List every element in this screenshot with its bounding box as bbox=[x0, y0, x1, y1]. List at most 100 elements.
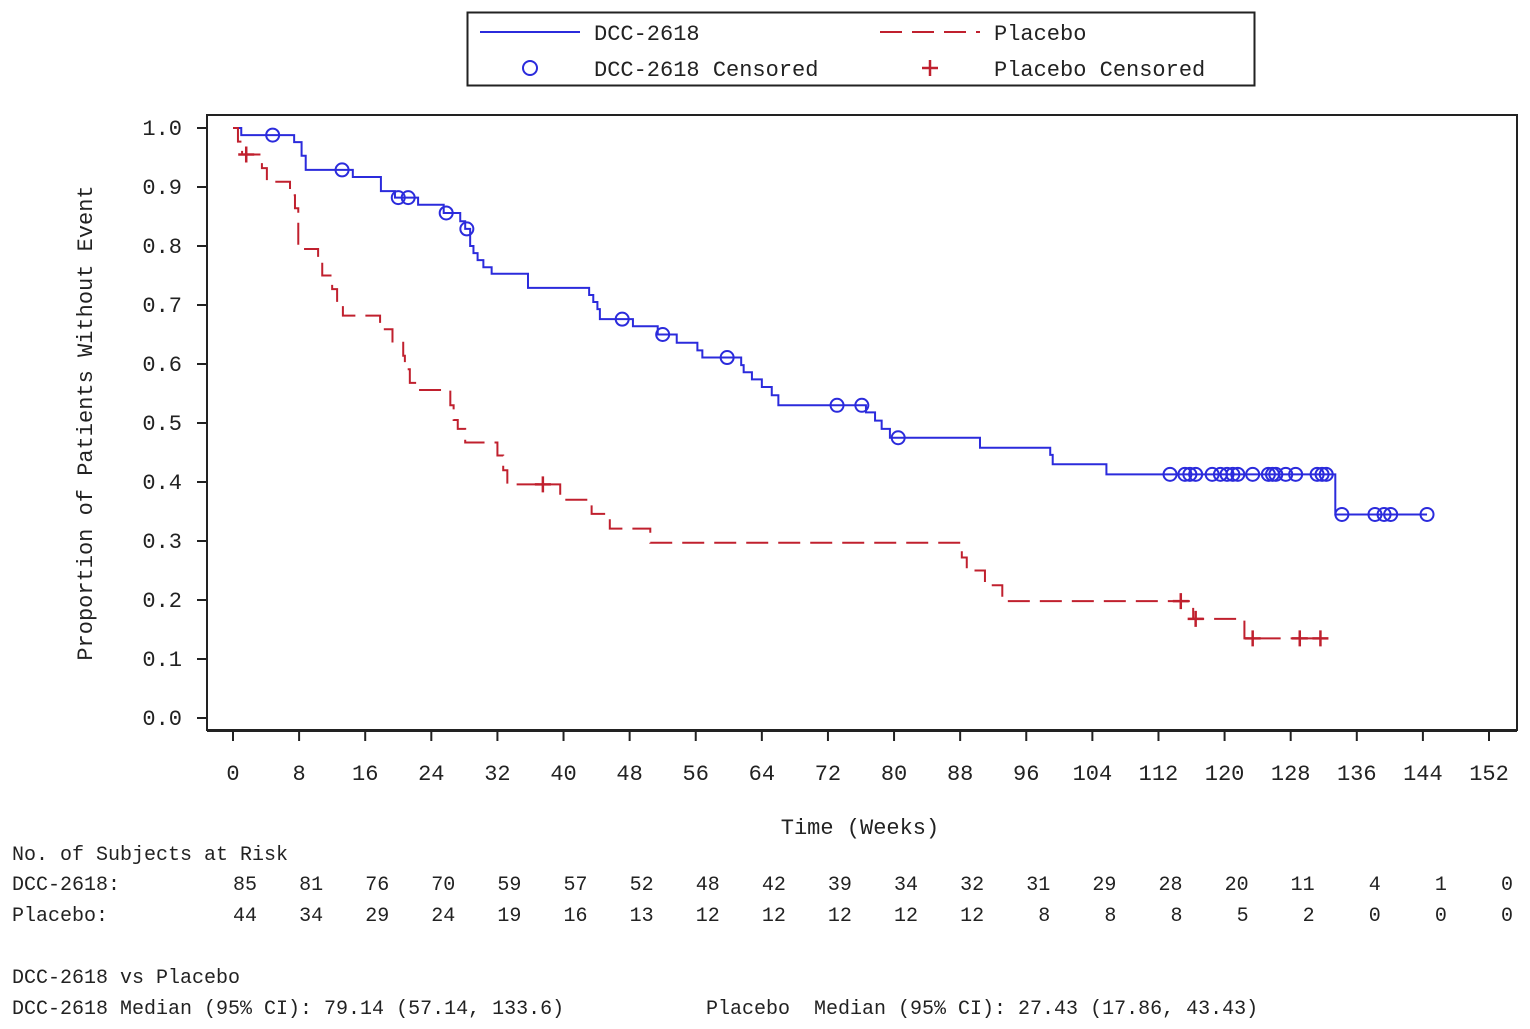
at-risk-value: 70 bbox=[431, 874, 455, 897]
placebo-censor-marker bbox=[1172, 593, 1189, 610]
dcc-2618-censor-marker bbox=[1376, 506, 1392, 522]
y-tick-label: 0.6 bbox=[142, 353, 182, 378]
y-tick-label: 0.5 bbox=[142, 412, 182, 437]
dcc-2618-censor-marker bbox=[1318, 466, 1334, 482]
dcc-2618-censor-marker bbox=[459, 221, 475, 237]
at-risk-value: 11 bbox=[1291, 874, 1315, 897]
at-risk-value: 0 bbox=[1501, 905, 1513, 928]
x-tick-label: 56 bbox=[683, 762, 709, 787]
x-tick-label: 136 bbox=[1337, 762, 1377, 787]
at-risk-value: 28 bbox=[1158, 874, 1182, 897]
y-tick-label: 0.3 bbox=[142, 530, 182, 555]
placebo-median-text: Placebo Median (95% CI): 27.43 (17.86, 4… bbox=[706, 998, 1258, 1021]
placebo-censor-marker bbox=[1312, 630, 1329, 647]
series-group bbox=[233, 127, 1435, 647]
at-risk-value: 8 bbox=[1170, 905, 1182, 928]
y-tick-label: 0.9 bbox=[142, 176, 182, 201]
legend-placebo-label: Placebo bbox=[994, 22, 1086, 47]
x-tick-label: 16 bbox=[352, 762, 378, 787]
dcc-2618-censor-marker bbox=[719, 350, 735, 366]
x-tick-label: 144 bbox=[1403, 762, 1443, 787]
legend-dcc-label: DCC-2618 bbox=[594, 22, 700, 47]
at-risk-value: 13 bbox=[630, 905, 654, 928]
placebo-survival-curve bbox=[233, 127, 1321, 640]
at-risk-value: 8 bbox=[1104, 905, 1116, 928]
dcc-2618-censor-marker bbox=[265, 127, 281, 143]
placebo-censor-marker bbox=[534, 476, 551, 493]
at-risk-value: 12 bbox=[762, 905, 786, 928]
at-risk-value: 42 bbox=[762, 874, 786, 897]
dcc-2618-censor-marker bbox=[334, 162, 350, 178]
at-risk-value: 0 bbox=[1369, 905, 1381, 928]
comparison-title: DCC-2618 vs Placebo bbox=[12, 967, 240, 990]
at-risk-value: 5 bbox=[1237, 905, 1249, 928]
dcc-2618-censor-marker bbox=[1188, 466, 1204, 482]
x-tick-label: 0 bbox=[226, 762, 239, 787]
at-risk-value: 31 bbox=[1026, 874, 1050, 897]
at-risk-value: 0 bbox=[1435, 905, 1447, 928]
dcc-2618-censor-marker bbox=[890, 430, 906, 446]
at-risk-value: 12 bbox=[828, 905, 852, 928]
at-risk-value: 20 bbox=[1225, 874, 1249, 897]
dcc-2618-censor-marker bbox=[1419, 506, 1435, 522]
x-tick-label: 104 bbox=[1073, 762, 1113, 787]
at-risk-placebo-label: Placebo: bbox=[12, 905, 108, 928]
x-tick-label: 24 bbox=[418, 762, 444, 787]
at-risk-value: 29 bbox=[365, 905, 389, 928]
x-axis: 0 8 16 24 32 40 48 56 64 72 80 88 96 104 112 120 128 136 1… bbox=[207, 730, 1517, 787]
x-tick-label: 96 bbox=[1013, 762, 1039, 787]
at-risk-value: 85 bbox=[233, 874, 257, 897]
x-axis-label: Time (Weeks) bbox=[781, 816, 939, 841]
x-tick-label: 40 bbox=[550, 762, 576, 787]
at-risk-value: 34 bbox=[894, 874, 918, 897]
dcc-2618-censor-marker bbox=[829, 397, 845, 413]
dcc-2618-censor-marker bbox=[1260, 466, 1276, 482]
dcc-2618-censor-marker bbox=[1177, 466, 1193, 482]
at-risk-table: 85 81 76 70 59 57 52 48 42 39 34 32 31 29 28 20 11 4 1 044 3… bbox=[233, 874, 1513, 928]
legend-dcc-censor-marker bbox=[522, 60, 538, 76]
dcc-2618-censor-marker bbox=[1162, 466, 1178, 482]
dcc-2618-censor-marker bbox=[1383, 506, 1399, 522]
x-tick-label: 128 bbox=[1271, 762, 1311, 787]
placebo-censor-marker bbox=[1187, 610, 1204, 627]
at-risk-value: 44 bbox=[233, 905, 257, 928]
at-risk-value: 2 bbox=[1303, 905, 1315, 928]
dcc-2618-censor-marker bbox=[1309, 466, 1325, 482]
x-tick-label: 32 bbox=[484, 762, 510, 787]
legend-box bbox=[466, 11, 1256, 87]
x-tick-label: 120 bbox=[1205, 762, 1245, 787]
y-tick-label: 0.4 bbox=[142, 471, 182, 496]
dcc-median-text: DCC-2618 Median (95% CI): 79.14 (57.14, … bbox=[12, 998, 564, 1021]
dcc-2618-censor-marker bbox=[1334, 506, 1350, 522]
at-risk-value: 76 bbox=[365, 874, 389, 897]
at-risk-value: 12 bbox=[894, 905, 918, 928]
dcc-2618-censor-marker bbox=[854, 397, 870, 413]
dcc-2618-censor-marker bbox=[1225, 466, 1241, 482]
at-risk-value: 52 bbox=[630, 874, 654, 897]
y-tick-label: 0.0 bbox=[142, 707, 182, 732]
x-tick-label: 80 bbox=[881, 762, 907, 787]
dcc-2618-censor-marker bbox=[1288, 466, 1304, 482]
at-risk-value: 8 bbox=[1038, 905, 1050, 928]
at-risk-value: 12 bbox=[960, 905, 984, 928]
dcc-2618-censor-marker bbox=[1314, 466, 1330, 482]
at-risk-value: 39 bbox=[828, 874, 852, 897]
dcc-2618-censor-marker bbox=[1204, 466, 1220, 482]
legend-dcc-censored-label: DCC-2618 Censored bbox=[594, 58, 818, 83]
dcc-2618-censor-marker bbox=[655, 327, 671, 342]
dcc-2618-censor-marker bbox=[1367, 506, 1383, 522]
y-tick-label: 1.0 bbox=[142, 117, 182, 142]
at-risk-value: 0 bbox=[1501, 874, 1513, 897]
at-risk-value: 1 bbox=[1435, 874, 1447, 897]
at-risk-value: 34 bbox=[299, 905, 323, 928]
legend: DCC-2618 Placebo DCC-2618 Censored Place… bbox=[466, 11, 1256, 87]
x-tick-label: 88 bbox=[947, 762, 973, 787]
placebo-censor-marker bbox=[1291, 630, 1308, 647]
x-tick-label: 64 bbox=[749, 762, 775, 787]
at-risk-value: 4 bbox=[1369, 874, 1381, 897]
y-tick-label: 0.1 bbox=[142, 648, 182, 673]
at-risk-value: 57 bbox=[564, 874, 588, 897]
dcc-2618-censor-marker bbox=[1245, 466, 1261, 482]
dcc-2618-censor-marker bbox=[614, 311, 630, 327]
